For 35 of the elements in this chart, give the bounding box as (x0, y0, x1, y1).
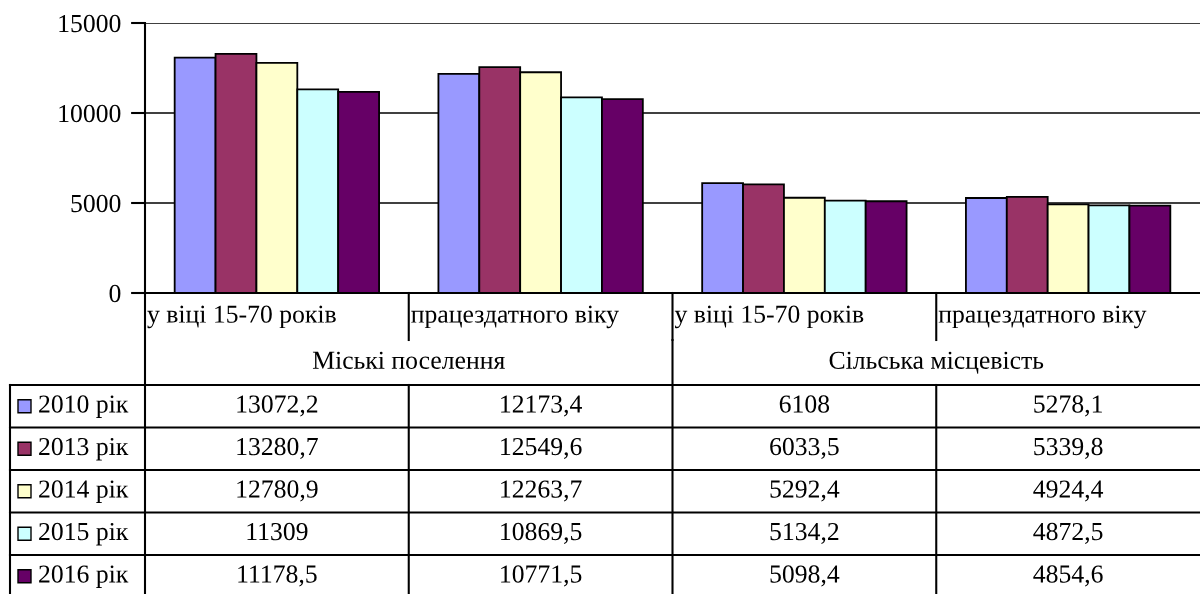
data-label: 5339,8 (1034, 437, 1103, 459)
data-label: 4854,6 (1033, 565, 1103, 587)
data-label: 5098,4 (770, 565, 840, 587)
y-tick-label: 0 (109, 284, 121, 303)
legend-label: 2010 рік (39, 395, 129, 418)
data-label: 12780,9 (237, 480, 318, 502)
legend-label: 2016 рік (39, 565, 129, 588)
data-label: 10771,5 (501, 565, 582, 587)
data-label: 11178,5 (238, 565, 317, 587)
x-tick-label: у віці 15-70 років (147, 305, 336, 329)
legend-label: 2013 рік (39, 437, 129, 461)
y-tick-label: 15000 (59, 14, 121, 33)
text: Міські поселення (312, 351, 505, 369)
data-label: 6108 (779, 395, 830, 413)
text: Сільська місцевість (829, 351, 1044, 374)
data-label: 13072,2 (237, 395, 318, 417)
data-label: 12173,4 (501, 395, 582, 417)
data-label: 11309 (247, 522, 308, 541)
x-tick-label: працездатного віку (938, 305, 1147, 329)
data-label: 4924,4 (1033, 480, 1104, 502)
data-label: 6033,5 (770, 437, 839, 459)
x-tick-label: у віці 15-70 років (674, 305, 864, 329)
legend-label: 2014 рік (39, 480, 129, 503)
y-tick-label: 10000 (59, 104, 121, 123)
data-label: 5292,4 (770, 480, 840, 502)
legend-label: 2015 рік (39, 522, 129, 546)
data-label: 4872,5 (1033, 522, 1103, 544)
x-tick-label: працездатного віку (411, 305, 619, 329)
data-label: 5134,2 (770, 522, 839, 544)
data-label: 13280,7 (237, 437, 318, 459)
y-tick-label: 5000 (71, 194, 121, 213)
data-label: 12549,6 (501, 437, 582, 459)
data-label: 5278,1 (1034, 395, 1102, 417)
data-label: 12263,7 (501, 480, 582, 502)
data-label: 10869,5 (501, 522, 582, 544)
